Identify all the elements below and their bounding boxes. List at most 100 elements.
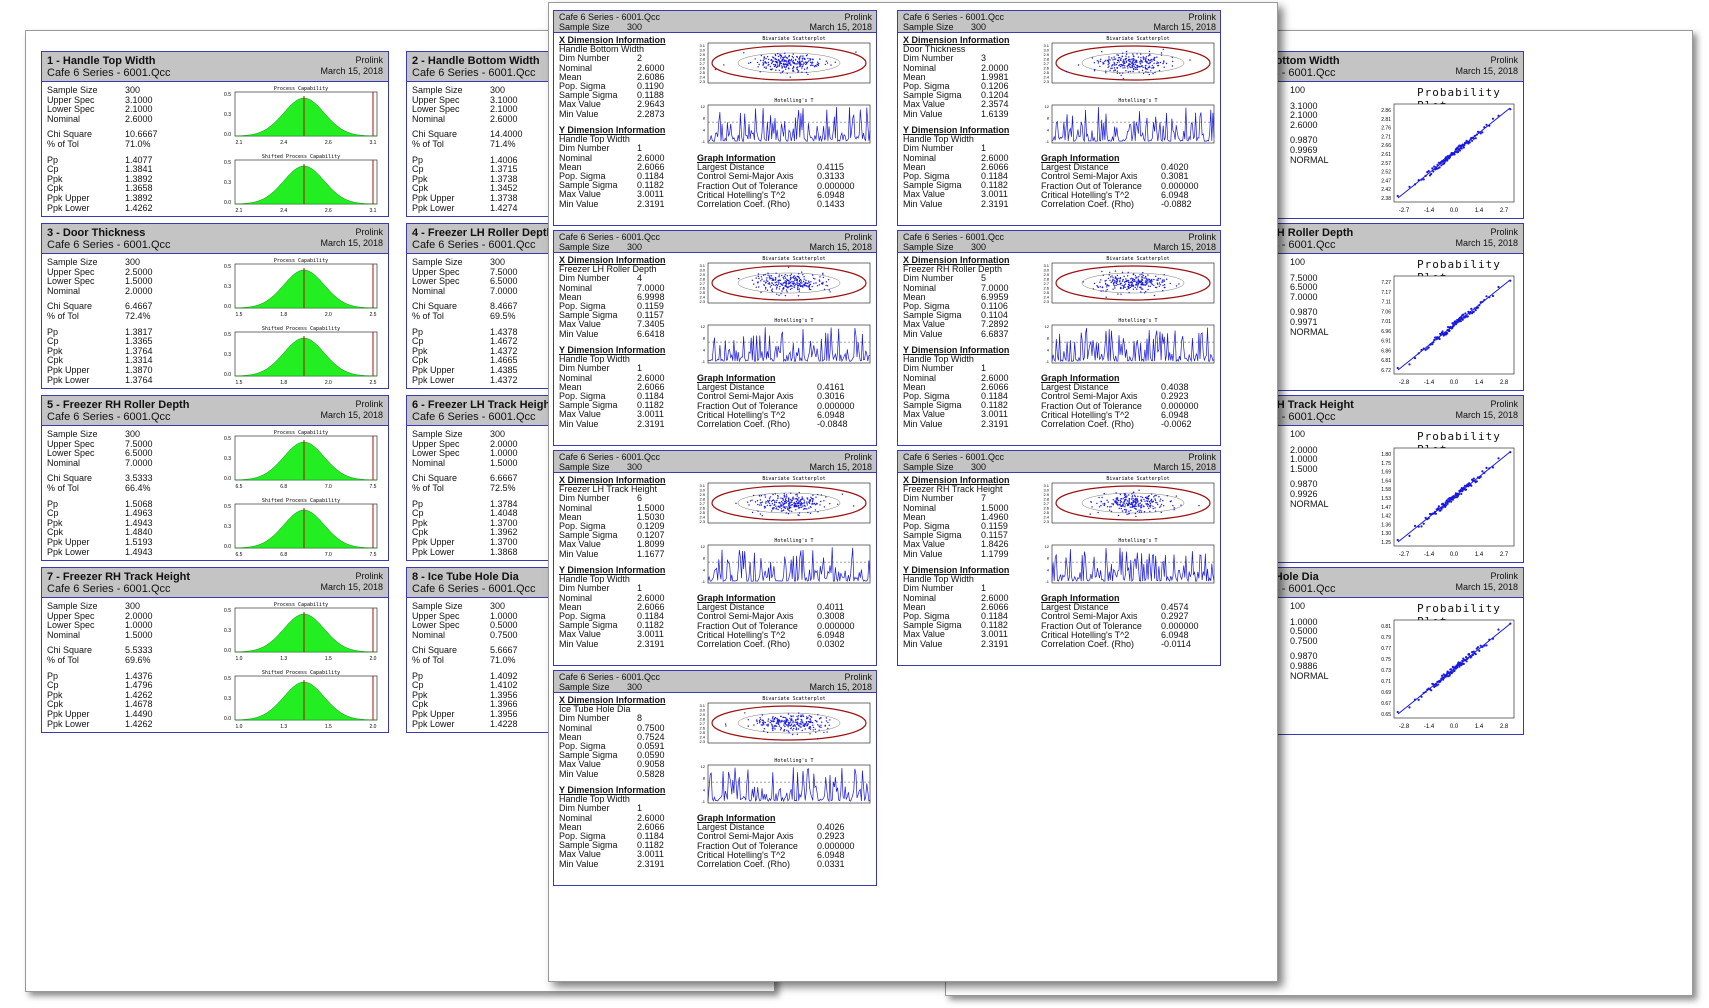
data-point	[804, 505, 806, 507]
data-point	[1147, 285, 1150, 287]
y-tick-label: 4	[1047, 127, 1050, 132]
data-point	[1150, 70, 1152, 72]
data-point	[791, 510, 793, 513]
stat-label: Nominal	[47, 458, 81, 468]
data-point	[766, 731, 769, 734]
data-point	[1138, 71, 1140, 73]
stat-row: Y Dimension Information	[559, 126, 819, 135]
data-point	[781, 720, 783, 722]
data-point	[1091, 506, 1093, 508]
control-ellipse	[711, 45, 867, 81]
y-tick-label: 0.67	[1381, 701, 1391, 707]
stat-row: Max Value 1.8099	[559, 540, 819, 549]
control-ellipse	[1055, 485, 1211, 521]
data-point	[1094, 68, 1096, 71]
tolerance-ellipse	[737, 492, 841, 514]
data-point	[759, 59, 762, 62]
data-point	[1128, 501, 1130, 504]
stat-label: Dim Number	[559, 364, 610, 374]
y-tick-label: 2.6	[1043, 506, 1049, 511]
data-point	[812, 498, 814, 500]
stat-value: 100	[1290, 601, 1306, 611]
stat-row: Chi Square 6.6667	[412, 474, 550, 484]
data-point	[1122, 498, 1124, 500]
graph-info-block: Graph Information Largest Distance 0.4115 C…	[697, 154, 876, 209]
data-point	[747, 719, 749, 721]
data-point	[779, 285, 781, 288]
stat-label: Y Dimension Information	[903, 566, 1010, 575]
data-point	[1108, 274, 1110, 276]
stat-value: 1.0000	[490, 610, 518, 621]
stat-row: Mean 2.6066	[903, 382, 1163, 392]
stat-label: Nominal	[559, 373, 593, 383]
stat-row: Pop. Sigma 0.1184	[903, 391, 1163, 401]
data-point	[1119, 64, 1121, 66]
data-point	[807, 57, 809, 60]
stat-label: Nominal	[903, 373, 937, 383]
data-point	[802, 284, 805, 286]
data-point	[790, 727, 793, 729]
data-point	[756, 500, 759, 502]
stat-value: 0.1104	[981, 310, 1008, 321]
data-point	[1139, 502, 1141, 504]
data-point	[1132, 58, 1134, 60]
tolerance-ellipse	[1081, 272, 1185, 294]
stat-value: 300	[490, 601, 506, 611]
stat-label: Sample Sigma	[559, 531, 618, 541]
stat-value: 0.1184	[637, 391, 664, 402]
data-point	[1151, 280, 1153, 282]
data-point	[1125, 499, 1127, 501]
stat-value: 5.5333	[125, 645, 153, 656]
data-point	[1134, 505, 1137, 507]
data-point	[1112, 288, 1114, 290]
data-point	[782, 506, 784, 508]
data-point	[800, 506, 803, 508]
data-point	[1127, 286, 1129, 288]
stat-value: 1.4102	[490, 680, 518, 691]
stat-row: Dim Number 8	[559, 714, 819, 723]
data-point	[789, 721, 792, 723]
data-point	[1122, 279, 1124, 281]
data-point	[1104, 280, 1106, 282]
data-point	[1154, 71, 1156, 74]
stat-row: Mean 2.6086	[559, 72, 819, 82]
stat-row: Sample Size 300	[412, 429, 550, 440]
stat-label: Control Semi-Major Axis	[697, 832, 794, 842]
y-tick-label: 2.9	[699, 272, 705, 277]
data-point	[821, 721, 823, 723]
chart-title: Shifted Process Capability	[262, 326, 340, 332]
stat-value: 1.3700	[490, 517, 518, 528]
data-point	[784, 723, 786, 725]
data-point	[784, 277, 787, 279]
data-point	[1100, 505, 1102, 507]
data-point	[1110, 281, 1112, 284]
data-point	[1113, 70, 1115, 72]
x-tick-label: 6.8	[280, 552, 287, 558]
stat-label: Y Dimension Information	[559, 346, 666, 355]
stat-value: 72.4%	[125, 310, 151, 321]
data-point	[1154, 507, 1156, 509]
data-point	[1134, 512, 1137, 515]
data-point	[819, 726, 821, 728]
data-point	[1125, 511, 1127, 513]
data-point	[1128, 283, 1130, 286]
stat-value: 0.7500	[490, 629, 518, 640]
data-point	[1396, 366, 1399, 370]
data-point	[1114, 501, 1116, 504]
stat-value: 2.2873	[637, 108, 665, 119]
stat-row: % of Tol 71.0%	[412, 655, 550, 666]
stat-label: Handle Top Width	[903, 575, 974, 585]
stat-label: Max Value	[903, 320, 945, 330]
data-point	[1153, 496, 1155, 498]
stat-row: % of Tol 71.4%	[412, 139, 550, 150]
data-point	[1134, 280, 1136, 282]
data-point	[812, 724, 814, 726]
data-point	[772, 719, 774, 721]
data-point	[1142, 272, 1144, 274]
card-subtitle: Cafe 6 Series - 6001.Qcc	[47, 67, 171, 79]
stat-label: Cpk	[47, 700, 64, 710]
panel-header: Cafe 6 Series - 6001.Qcc Sample Size 300 P…	[554, 11, 876, 33]
data-point	[773, 60, 775, 62]
